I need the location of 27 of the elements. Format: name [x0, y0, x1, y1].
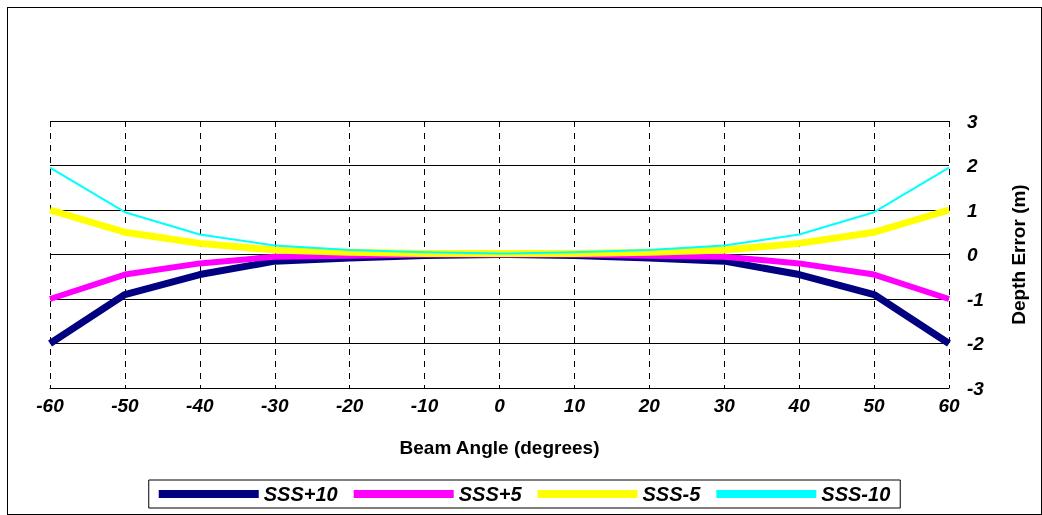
- x-tick-label: 20: [637, 395, 661, 416]
- x-tick-label: -30: [261, 395, 289, 416]
- y-tick-label: -2: [967, 333, 985, 354]
- x-tick-label: 30: [713, 395, 736, 416]
- x-axis-title: Beam Angle (degrees): [399, 437, 600, 458]
- legend-label: SSS+5: [458, 483, 523, 505]
- legend-label: SSS+10: [263, 483, 338, 505]
- y-tick-label: 1: [967, 199, 978, 221]
- y-tick-label: -1: [967, 288, 984, 310]
- x-tick-label: 40: [787, 395, 811, 416]
- x-tick-label: -40: [186, 395, 214, 416]
- y-tick-label: 2: [966, 155, 978, 176]
- legend-label: SSS-10: [821, 483, 891, 505]
- x-tick-label: -20: [335, 395, 364, 416]
- x-tick-label: -10: [410, 395, 439, 416]
- x-tick-label: 0: [494, 395, 506, 416]
- x-tick-label: 60: [938, 395, 960, 416]
- x-tick-label: -60: [36, 395, 65, 416]
- x-tick-label: 50: [863, 395, 886, 416]
- line-series: [49, 166, 950, 255]
- y-tick-label: -3: [967, 377, 985, 399]
- legend-label: SSS-5: [642, 483, 702, 505]
- y-axis-title: Depth Error (m): [1008, 184, 1029, 325]
- x-tick-label: -50: [111, 395, 140, 416]
- y-tick-label: 0: [967, 244, 978, 265]
- y-tick-label: 3: [967, 110, 978, 132]
- x-tick-label: 10: [563, 395, 586, 416]
